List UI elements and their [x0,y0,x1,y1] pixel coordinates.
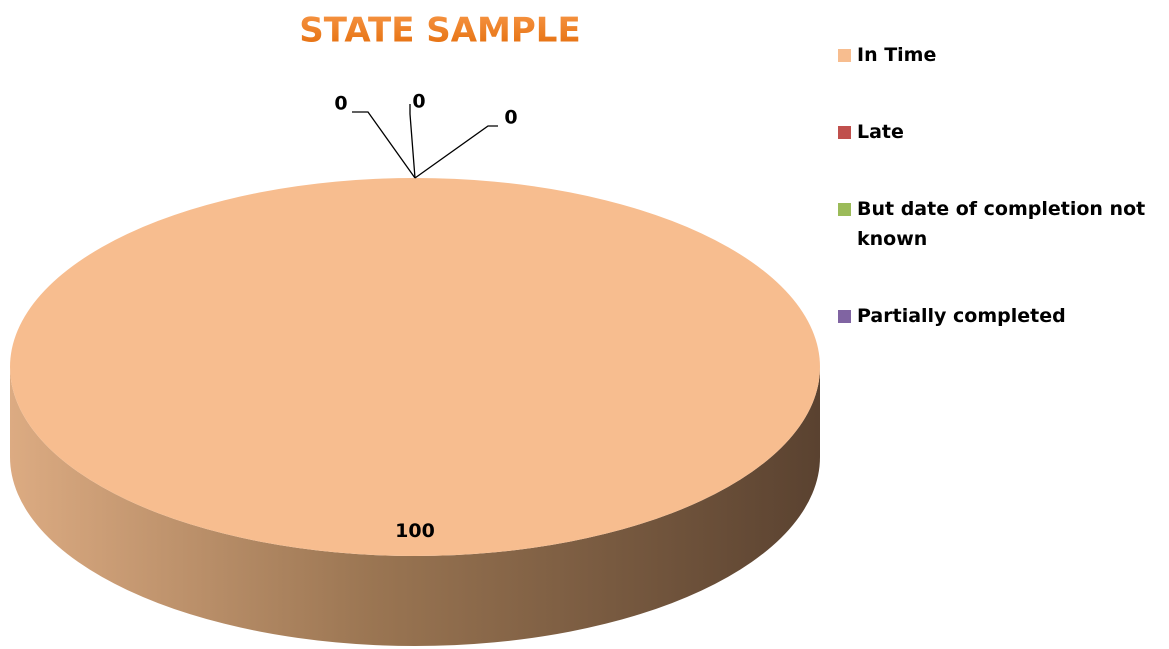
legend: In Time Late But date of completion not kn… [838,40,1158,378]
leader-line [414,125,498,179]
data-label: 0 [412,91,425,113]
pie-slice [10,178,820,556]
legend-label: Partially completed [857,305,1066,327]
legend-item: Partially completed [838,301,1158,331]
legend-label: In Time [857,44,937,66]
pie-side [10,367,820,646]
legend-item: But date of completion not known [838,194,1158,254]
data-label: 0 [504,107,517,129]
legend-label: But date of completion not known [857,198,1146,250]
legend-swatch [838,49,851,62]
legend-label: Late [857,121,904,143]
leader-line [409,104,416,179]
legend-swatch [838,310,851,323]
legend-swatch [838,203,851,216]
legend-swatch [838,126,851,139]
data-label: 0 [334,93,347,115]
leader-line [352,111,416,179]
data-label: 100 [395,520,435,542]
legend-item: Late [838,117,1158,147]
chart-title: STATE SAMPLE [299,11,580,51]
legend-item: In Time [838,40,1158,70]
